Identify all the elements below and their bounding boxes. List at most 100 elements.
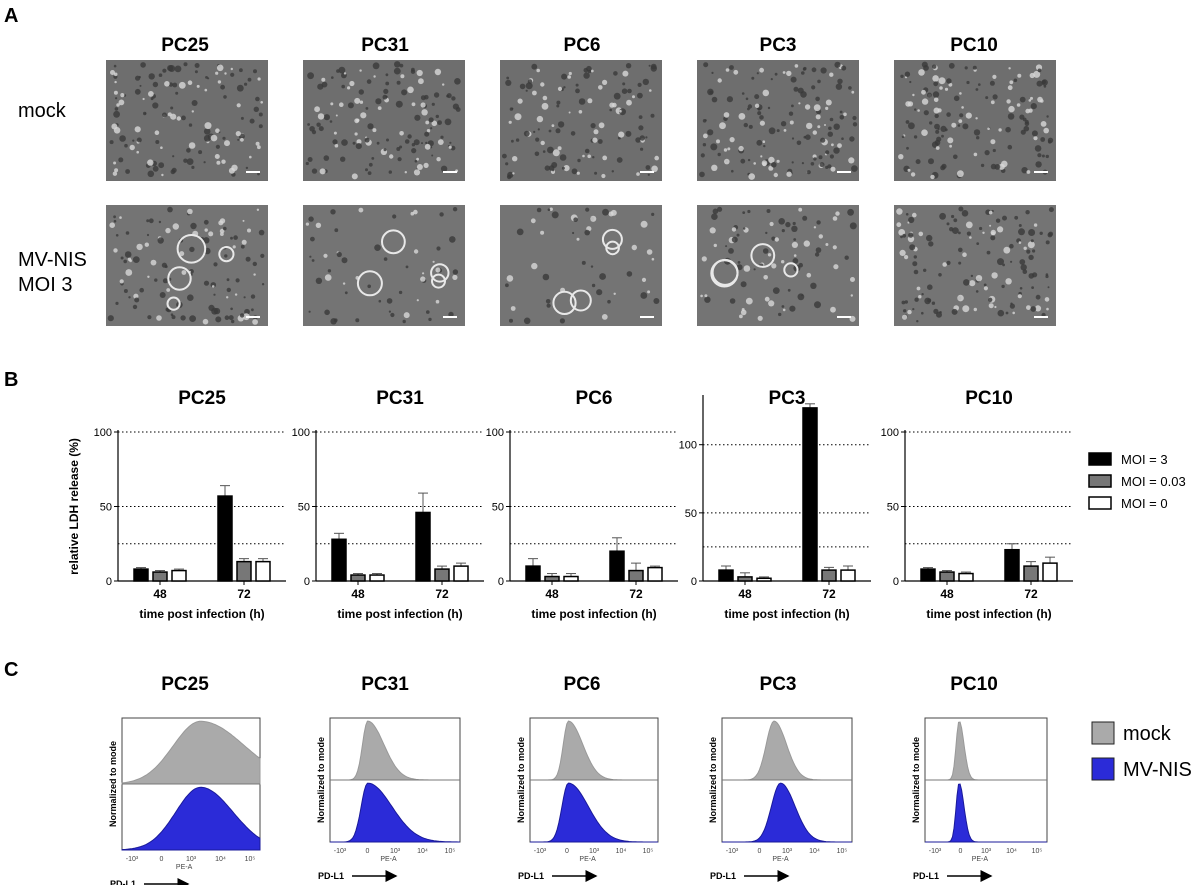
bar xyxy=(434,568,450,582)
micrograph-pc6-mock xyxy=(500,60,662,181)
panel-b-charts: PC25 0 50 100 48 72 time post infection (h) rel… xyxy=(67,388,1073,621)
bar-legend-item: MOI = 3 xyxy=(1088,452,1168,467)
histogram-tick-label: 10⁵ xyxy=(643,848,654,855)
x-tick-label: 72 xyxy=(629,587,643,601)
bar-legend-item: MOI = 0 xyxy=(1088,496,1168,511)
y-tick-label: 100 xyxy=(679,440,697,452)
histogram-axis-label: PE-A xyxy=(972,856,989,863)
histogram-y-label: Normalized to mode xyxy=(516,737,526,823)
legend-swatch xyxy=(1088,452,1112,466)
bar xyxy=(152,571,168,582)
histogram-tick-label: -10³ xyxy=(929,848,942,855)
marker-label: PD-L1 xyxy=(318,871,344,881)
panel-label-c: C xyxy=(4,659,18,681)
bar xyxy=(255,560,271,582)
histogram-tick-label: 10³ xyxy=(186,856,197,863)
histogram-axis-label: PE-A xyxy=(380,856,397,863)
histogram-tick-label: 0 xyxy=(959,848,963,855)
histogram-y-label: Normalized to mode xyxy=(708,737,718,823)
histogram-tick-label: 10⁴ xyxy=(215,856,226,863)
y-tick-label: 100 xyxy=(292,427,310,439)
histogram-title: PC10 xyxy=(950,674,998,695)
y-tick-label: 0 xyxy=(498,576,504,588)
histogram-axis-label: PE-A xyxy=(579,856,596,863)
y-tick-label: 50 xyxy=(685,508,697,520)
panel-a-title-pc3: PC3 xyxy=(760,35,797,56)
bar xyxy=(133,568,149,582)
bar xyxy=(737,576,753,582)
micrograph-pc10-mock xyxy=(894,60,1056,181)
x-tick-label: 48 xyxy=(351,587,365,601)
bar xyxy=(802,407,818,582)
ldh-chart-pc6: PC6 0 50 100 48 72 time post infection (h) xyxy=(486,388,678,621)
bar xyxy=(453,565,469,582)
histogram-y-label: Normalized to mode xyxy=(911,737,921,823)
bar xyxy=(544,575,560,582)
ldh-chart-pc3: PC3 0 50 100 48 72 time post infection (h) xyxy=(679,388,871,621)
flow-histogram-pc3: PC3 Normalized to mode -10³ 0 10³ 10⁴ 10⁵ PE-A P… xyxy=(708,674,853,882)
histogram-tick-label: 0 xyxy=(160,856,164,863)
bar xyxy=(1042,562,1058,582)
bar xyxy=(331,538,347,582)
row-label-mock: mock xyxy=(18,100,67,122)
flow-histogram-pc10: PC10 Normalized to mode -10³ 0 10³ 10⁴ 10⁵ PE-A… xyxy=(911,674,1048,882)
row-label-mvnis: MV-NIS xyxy=(18,249,87,271)
panel-a-titles: PC25 PC31 PC6 PC3 PC10 xyxy=(161,35,998,56)
histogram-title: PC3 xyxy=(760,674,797,695)
bar xyxy=(563,575,579,582)
x-axis-label: time post infection (h) xyxy=(531,607,656,621)
panel-a-title-pc10: PC10 xyxy=(950,35,998,56)
bar xyxy=(525,565,541,582)
x-tick-label: 72 xyxy=(1024,587,1038,601)
marker-label: PD-L1 xyxy=(518,871,544,881)
bar xyxy=(171,569,187,582)
x-axis-label: time post infection (h) xyxy=(724,607,849,621)
legend-swatch xyxy=(1088,474,1112,488)
ldh-chart-pc25: PC25 0 50 100 48 72 time post infection (h) rel… xyxy=(67,388,286,621)
histogram-axis-label: PE-A xyxy=(772,856,789,863)
histogram-y-label: Normalized to mode xyxy=(316,737,326,823)
y-tick-label: 50 xyxy=(887,502,899,514)
y-tick-label: 50 xyxy=(492,502,504,514)
micrograph-pc25-mock xyxy=(106,60,268,181)
y-tick-label: 100 xyxy=(881,427,899,439)
x-tick-label: 48 xyxy=(545,587,559,601)
micrograph-pc25-mvnis xyxy=(106,205,268,326)
flow-histogram-pc25: PC25 Normalized to mode -10³ 0 10³ 10⁴ 10⁵ PE-A… xyxy=(108,674,261,885)
micrograph-pc31-mock xyxy=(303,60,465,181)
bar xyxy=(939,571,955,582)
micrograph-pc3-mock xyxy=(697,60,859,181)
x-axis-label: time post infection (h) xyxy=(337,607,462,621)
y-axis-label: relative LDH release (%) xyxy=(67,438,81,575)
bar xyxy=(718,569,734,582)
y-tick-label: 100 xyxy=(486,427,504,439)
micrograph-pc31-mvnis xyxy=(303,205,465,326)
histogram-tick-label: 0 xyxy=(565,848,569,855)
flow-legend-item: MV-NIS xyxy=(1091,757,1192,781)
histogram-tick-label: 10⁵ xyxy=(1032,848,1043,855)
x-tick-label: 72 xyxy=(435,587,449,601)
micrograph-grid xyxy=(106,60,1056,326)
bar-legend: MOI = 3 MOI = 0.03 MOI = 0 xyxy=(1088,452,1186,511)
histogram-title: PC6 xyxy=(564,674,601,695)
bar xyxy=(1023,565,1039,582)
y-tick-label: 100 xyxy=(94,427,112,439)
bar xyxy=(821,569,837,582)
mvnis-histogram xyxy=(925,783,1047,843)
bar xyxy=(958,572,974,582)
panel-a-title-pc31: PC31 xyxy=(361,35,409,56)
bar xyxy=(628,569,644,582)
x-axis-label: time post infection (h) xyxy=(926,607,1051,621)
mvnis-histogram xyxy=(330,782,460,843)
legend-label: mock xyxy=(1123,723,1172,745)
histogram-tick-label: 10⁴ xyxy=(616,848,627,855)
bar xyxy=(1004,548,1020,582)
flow-legend: mock MV-NIS xyxy=(1091,721,1192,781)
histogram-tick-label: -10³ xyxy=(726,848,739,855)
chart-title: PC3 xyxy=(769,388,806,409)
flow-histogram-pc31: PC31 Normalized to mode -10³ 0 10³ 10⁴ 10⁵ PE-A… xyxy=(316,674,461,882)
panel-label-b: B xyxy=(4,369,18,391)
panel-label-a: A xyxy=(4,5,18,27)
chart-title: PC6 xyxy=(576,388,613,409)
